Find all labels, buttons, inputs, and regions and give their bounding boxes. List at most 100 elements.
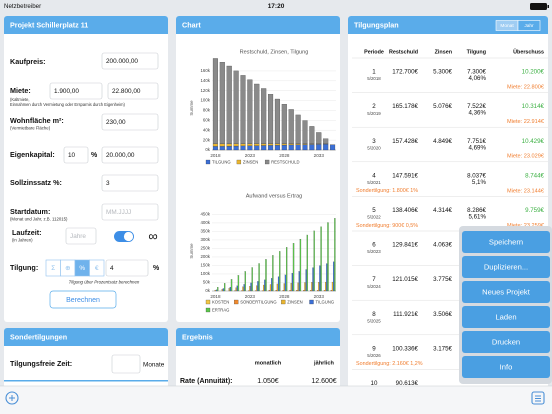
project-icon[interactable] bbox=[5, 391, 19, 405]
bar bbox=[295, 144, 301, 151]
tilgung: 8.286€ bbox=[467, 207, 486, 214]
bar bbox=[292, 243, 295, 292]
battery-tip bbox=[547, 5, 549, 8]
carrier: Netzbetreiber bbox=[4, 3, 41, 10]
input-value: Jahre bbox=[70, 233, 86, 240]
periode: 10 bbox=[371, 380, 378, 387]
field-hint: Einnahmen durch Vermietung oder Ersparni… bbox=[10, 102, 126, 107]
restschuld: 147.591€ bbox=[392, 172, 418, 179]
bar bbox=[302, 144, 308, 151]
field-hint: (Vermietbare Fläche) bbox=[10, 126, 51, 131]
ueberschuss: 10.314€ bbox=[522, 103, 545, 110]
field-label: Eigenkapital: bbox=[10, 150, 55, 159]
y-tick-label: 100k bbox=[200, 271, 210, 276]
laufzeit-input[interactable]: Jahre bbox=[65, 227, 97, 245]
bar bbox=[316, 132, 322, 144]
unit: Monate bbox=[143, 362, 165, 369]
menu-button[interactable]: Laden bbox=[462, 306, 550, 328]
bar bbox=[311, 282, 313, 292]
period-toggle[interactable]: Monat bbox=[495, 20, 519, 31]
cell: 1.050€ bbox=[257, 378, 279, 385]
bar bbox=[309, 144, 315, 151]
periode: 9 bbox=[372, 345, 376, 352]
eigenkapital-input[interactable]: 20.000,00 bbox=[101, 146, 159, 164]
bar bbox=[297, 282, 299, 292]
zinsen: 4.314€ bbox=[433, 207, 452, 214]
flaeche-input[interactable]: 230,00 bbox=[101, 113, 159, 131]
bar bbox=[261, 143, 267, 146]
menu-button[interactable]: Neues Projekt bbox=[462, 281, 550, 303]
tilgung-input[interactable]: 4 bbox=[105, 259, 149, 277]
axis-title: Summe bbox=[189, 100, 194, 116]
bar bbox=[274, 143, 280, 146]
restschuld: 172.700€ bbox=[392, 69, 418, 76]
input-value: MM.JJJJ bbox=[106, 209, 131, 216]
sondertilgung: Sondertilgung: 2.160€ 1,2% bbox=[356, 361, 423, 367]
input-value: 22.800,00 bbox=[112, 88, 141, 95]
bar bbox=[219, 62, 225, 144]
y-tick-label: 200k bbox=[200, 254, 210, 259]
bar bbox=[333, 261, 335, 292]
bar bbox=[316, 290, 319, 292]
bar bbox=[226, 146, 232, 151]
segment-label: Σ bbox=[51, 265, 55, 272]
bar bbox=[279, 251, 281, 292]
datum: 5/2021 bbox=[367, 180, 381, 185]
tilgungsfrei-input[interactable] bbox=[111, 354, 141, 374]
miete: Miete: 23.029€ bbox=[507, 154, 545, 160]
y-tick-label: 450k bbox=[200, 212, 210, 217]
bar bbox=[264, 279, 266, 292]
bar bbox=[304, 282, 306, 292]
column-header: Tilgung bbox=[467, 49, 486, 55]
bar bbox=[281, 104, 287, 144]
bar bbox=[281, 143, 287, 146]
bar bbox=[320, 226, 322, 292]
bar bbox=[274, 145, 280, 151]
bar bbox=[214, 290, 217, 292]
chart-panel-header-base bbox=[176, 26, 340, 34]
laufzeit-toggle[interactable] bbox=[114, 231, 134, 242]
list-icon[interactable] bbox=[531, 391, 545, 405]
legend-label: RESTSCHULD bbox=[271, 159, 299, 164]
column-header: monatlich bbox=[255, 360, 282, 366]
eigenkapital-pct-input[interactable]: 10 bbox=[63, 146, 89, 164]
menu-button[interactable]: Speichern bbox=[462, 231, 550, 253]
zins-input[interactable]: 3 bbox=[101, 174, 159, 192]
tilgung-mode[interactable]: % bbox=[74, 259, 90, 277]
menu-button[interactable]: Info bbox=[462, 356, 550, 378]
y-tick-label: 100k bbox=[200, 98, 210, 103]
bar bbox=[251, 267, 253, 292]
period-toggle[interactable]: Jahr bbox=[517, 20, 541, 31]
menu-button[interactable]: Duplizieren... bbox=[462, 256, 550, 278]
input-box bbox=[105, 259, 149, 277]
legend-swatch bbox=[264, 159, 270, 165]
legend-label: ZINSEN bbox=[243, 159, 258, 164]
kaufpreis-input[interactable]: 200.000,00 bbox=[101, 52, 159, 70]
miete-jahr-input[interactable]: 22.800,00 bbox=[107, 82, 159, 100]
button-label: Berechnen bbox=[66, 297, 100, 304]
menu-button-label: Laden bbox=[495, 313, 516, 322]
miete-monat-input[interactable]: 1.900,00 bbox=[49, 82, 103, 100]
bar bbox=[269, 284, 272, 292]
sondertilgungen-panel-header-base bbox=[4, 338, 168, 346]
bar bbox=[327, 222, 329, 292]
tilgung-mode[interactable]: € bbox=[89, 259, 105, 277]
x-tick-label: 2023 bbox=[245, 294, 256, 299]
berechnen-button[interactable]: Berechnen bbox=[49, 290, 117, 309]
datum: 5/2026 bbox=[367, 353, 381, 358]
bar bbox=[331, 281, 334, 292]
input-box bbox=[111, 354, 141, 374]
menu-button[interactable]: Drucken bbox=[462, 331, 550, 353]
startdatum-input[interactable]: MM.JJJJ bbox=[101, 203, 159, 221]
bar bbox=[233, 145, 239, 151]
tilgung-mode[interactable]: Σ bbox=[45, 259, 61, 277]
bar bbox=[282, 290, 284, 292]
field-label: Sollzinssatz %: bbox=[10, 178, 62, 187]
bar bbox=[226, 65, 232, 144]
tilgung-mode[interactable]: ⊕ bbox=[60, 259, 76, 277]
field-label: Kaufpreis: bbox=[10, 57, 46, 66]
bar bbox=[334, 218, 336, 292]
bar bbox=[249, 286, 251, 292]
